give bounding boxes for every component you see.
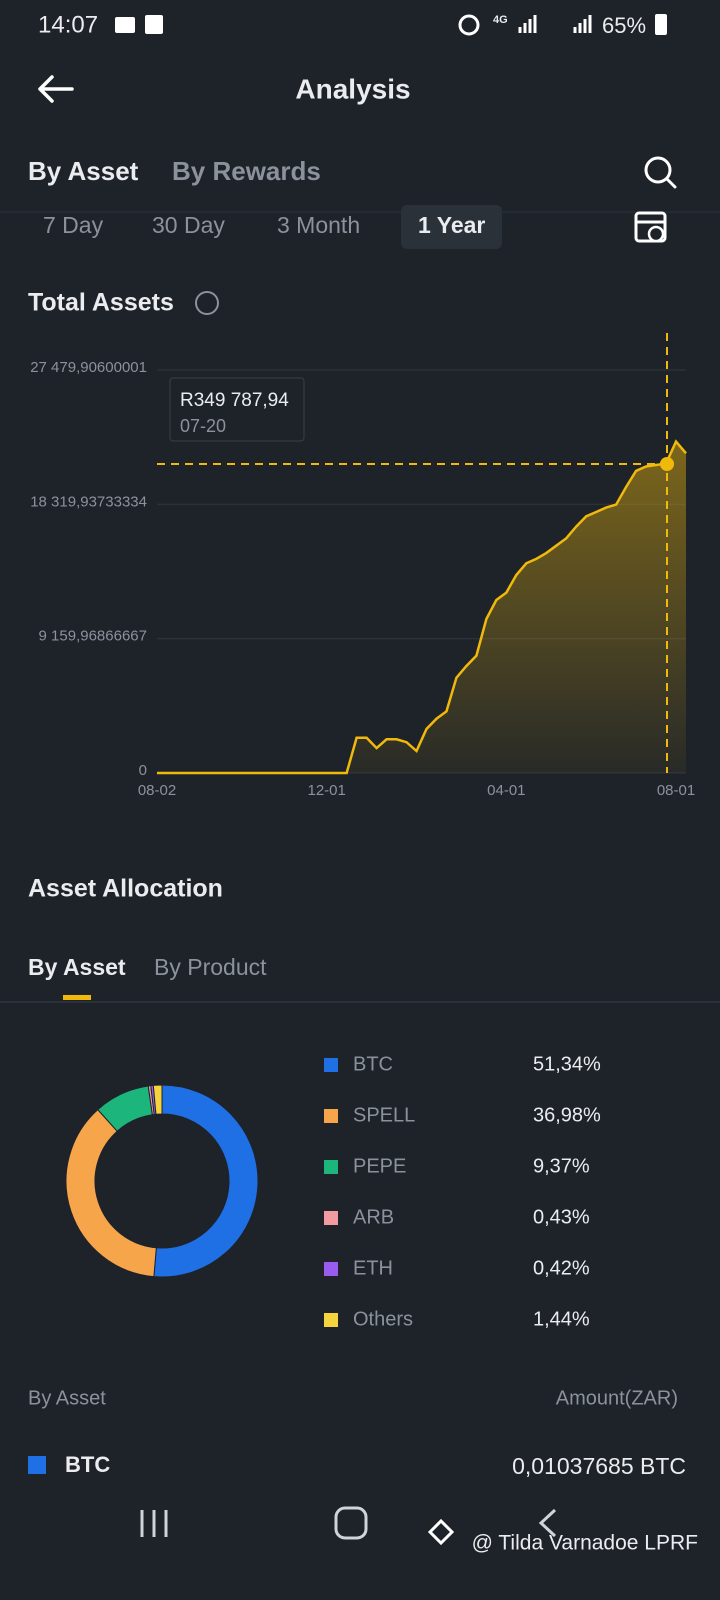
legend-swatch: [324, 1160, 338, 1174]
x-tick-label: 12-01: [307, 782, 345, 799]
legend-swatch: [324, 1313, 338, 1327]
tooltip-date: 07-20: [180, 416, 226, 436]
info-icon[interactable]: [195, 291, 219, 315]
y-tick-label: 18 319,93733334: [30, 493, 147, 510]
status-time: 14:07: [38, 11, 98, 38]
nav-back[interactable]: [538, 1508, 557, 1538]
y-tick-label: 27 479,90600001: [30, 359, 147, 376]
legend-label: PEPE: [353, 1155, 406, 1177]
area-fill: [157, 441, 686, 773]
legend-swatch: [324, 1109, 338, 1123]
legend-label: ETH: [353, 1257, 393, 1279]
watermark: @ Tilda Varnadoe LPRF: [472, 1532, 698, 1555]
asset-amount: 0,01037685 BTC: [512, 1453, 686, 1479]
tab-active[interactable]: By Asset: [28, 156, 139, 186]
tooltip-value: R349 787,94: [180, 390, 289, 411]
period-tab[interactable]: 7 Day: [43, 212, 104, 238]
legend-value: 0,43%: [533, 1206, 590, 1228]
battery-level: 65%: [602, 13, 646, 38]
legend-value: 9,37%: [533, 1155, 590, 1177]
back-button[interactable]: [38, 75, 74, 103]
chart-title: Asset Allocation: [28, 875, 223, 903]
period-tab[interactable]: 30 Day: [152, 212, 225, 238]
allocation-tab-active[interactable]: By Asset: [28, 954, 126, 980]
table-header: Amount(ZAR): [556, 1387, 678, 1409]
table-header: By Asset: [28, 1387, 106, 1409]
search-button[interactable]: [644, 156, 677, 189]
legend-label: SPELL: [353, 1104, 415, 1126]
tab-underline: [63, 995, 91, 1000]
asset-color: [28, 1456, 46, 1474]
x-tick-label: 08-02: [138, 782, 176, 799]
allocation-tab[interactable]: By Product: [154, 954, 267, 980]
legend-value: 0,42%: [533, 1257, 590, 1279]
y-tick-label: 9 159,96866667: [39, 628, 147, 645]
watermark-icon: [427, 1518, 455, 1546]
legend-label: ARB: [353, 1206, 394, 1228]
battery-icon: [655, 14, 667, 35]
period-highlight: [401, 205, 502, 249]
nav-home[interactable]: [334, 1506, 368, 1540]
legend-value: 1,44%: [533, 1308, 590, 1330]
y-tick-label: 0: [139, 762, 147, 779]
tooltip: [169, 377, 305, 442]
legend-label: BTC: [353, 1053, 393, 1075]
line: [157, 439, 687, 775]
chart-title: Total Assets: [28, 289, 174, 317]
check-icon: [145, 15, 163, 34]
period-tab-active[interactable]: 1 Year: [418, 212, 485, 238]
legend-value: 36,98%: [533, 1104, 601, 1126]
folder-icon: [115, 17, 135, 33]
x-tick-label: 08-01: [657, 782, 695, 799]
alarm-icon: [458, 14, 480, 36]
crosshair-dot: [660, 457, 674, 471]
legend-value: 51,34%: [533, 1053, 601, 1075]
calendar-button[interactable]: [634, 211, 667, 243]
signal-icon: [518, 15, 592, 33]
x-tick-label: 04-01: [487, 782, 525, 799]
legend-swatch: [324, 1058, 338, 1072]
network-type: 4G: [493, 14, 508, 26]
legend-label: Others: [353, 1308, 413, 1330]
page-title: Analysis: [295, 73, 410, 104]
pie-slice: [152, 1084, 163, 1115]
pie-slice: [153, 1084, 259, 1278]
tab[interactable]: By Rewards: [172, 156, 321, 186]
asset-name[interactable]: BTC: [65, 1452, 110, 1477]
period-tab[interactable]: 3 Month: [277, 212, 360, 238]
nav-recent[interactable]: [140, 1510, 168, 1537]
legend-swatch: [324, 1262, 338, 1276]
legend-swatch: [324, 1211, 338, 1225]
pie-slice: [65, 1108, 157, 1278]
